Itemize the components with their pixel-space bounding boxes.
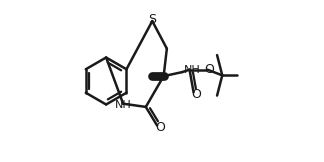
Text: O: O xyxy=(204,63,214,76)
Text: O: O xyxy=(191,88,201,101)
Text: NH: NH xyxy=(184,65,201,75)
Text: NH: NH xyxy=(114,100,131,110)
Text: S: S xyxy=(149,13,156,26)
Text: O: O xyxy=(155,121,165,134)
